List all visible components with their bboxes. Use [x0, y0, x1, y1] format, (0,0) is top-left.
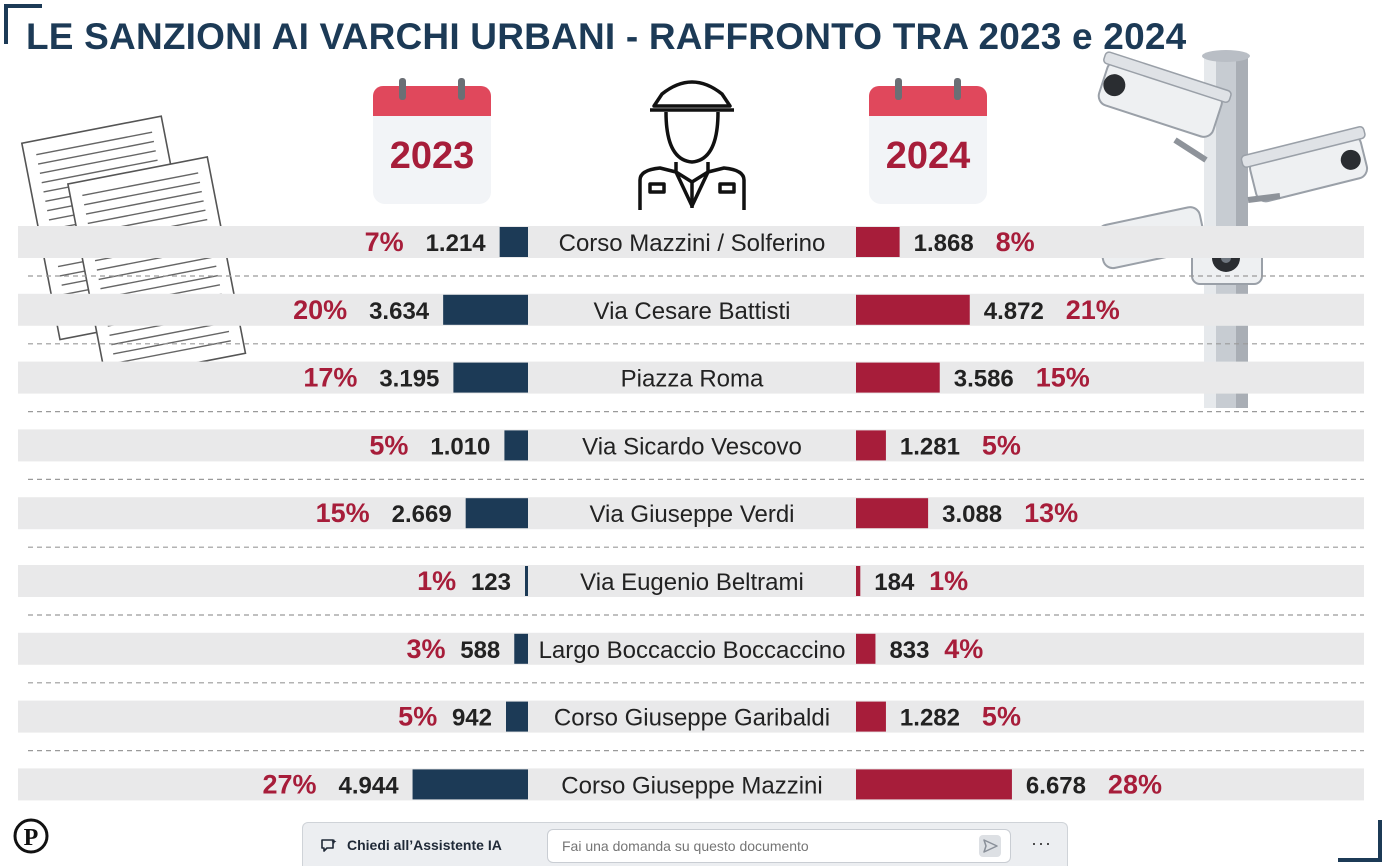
value-label-2024: 3.088	[942, 501, 1002, 528]
percent-label-2024: 21%	[1066, 295, 1120, 325]
bar-2024	[856, 294, 970, 325]
value-label-2023: 4.944	[338, 772, 399, 799]
category-label: Piazza Roma	[621, 366, 764, 393]
bar-2024	[856, 430, 886, 461]
category-label: Corso Giuseppe Garibaldi	[554, 705, 830, 732]
category-label: Via Sicardo Vescovo	[582, 433, 802, 460]
page-title: LE SANZIONI AI VARCHI URBANI - RAFFRONTO…	[26, 16, 1187, 57]
percent-label-2024: 28%	[1108, 769, 1162, 799]
bar-2023	[453, 362, 528, 393]
value-label-2024: 1.281	[900, 433, 960, 460]
ai-assistant-label[interactable]: Chiedi all’Assistente IA	[347, 837, 502, 853]
bar-2023	[412, 769, 528, 800]
row-band	[18, 226, 1364, 258]
value-label-2023: 3.634	[369, 298, 430, 325]
percent-label-2024: 13%	[1024, 498, 1078, 528]
row-band	[18, 497, 1364, 530]
row-band	[18, 361, 1364, 394]
value-label-2024: 1.868	[914, 230, 974, 257]
bar-2024	[856, 362, 940, 393]
send-icon	[983, 839, 998, 853]
percent-label-2023: 17%	[303, 363, 357, 393]
category-label: Via Giuseppe Verdi	[589, 501, 794, 528]
percent-label-2024: 15%	[1036, 363, 1090, 393]
percent-label-2023: 15%	[316, 498, 370, 528]
bar-2023	[499, 227, 528, 257]
calendar-year-2023: 2023	[390, 135, 475, 177]
value-label-2024: 833	[889, 637, 929, 664]
row-band	[18, 429, 1364, 462]
value-label-2024: 6.678	[1026, 772, 1086, 799]
value-label-2024: 1.282	[900, 705, 960, 732]
percent-label-2023: 7%	[365, 227, 404, 257]
category-label: Via Eugenio Beltrami	[580, 569, 804, 596]
bar-2024	[856, 701, 886, 732]
bar-2024	[856, 566, 861, 596]
value-label-2023: 942	[452, 705, 492, 732]
bar-2023	[525, 566, 528, 596]
bar-2023	[514, 633, 528, 664]
title-corner-bracket	[4, 4, 42, 44]
value-label-2024: 4.872	[984, 298, 1044, 325]
ai-assistant-bar: Chiedi all’Assistente IA ···	[302, 822, 1068, 866]
bar-2023	[506, 701, 528, 732]
row-band	[18, 565, 1364, 597]
value-label-2023: 123	[471, 569, 511, 596]
row-band	[18, 700, 1364, 733]
percent-label-2023: 1%	[417, 566, 456, 596]
row-band	[18, 768, 1364, 801]
row-band	[18, 293, 1364, 326]
more-options-button[interactable]: ···	[1031, 833, 1052, 853]
bar-2024	[856, 633, 876, 664]
percent-label-2024: 5%	[982, 702, 1021, 732]
value-label-2023: 588	[460, 637, 500, 664]
publisher-logo: P	[13, 818, 49, 854]
corner-bracket-bottom-right	[1338, 820, 1382, 862]
value-label-2023: 3.195	[379, 366, 439, 393]
row-band	[18, 632, 1364, 665]
percent-label-2024: 8%	[996, 227, 1035, 257]
ai-chat-icon	[321, 839, 337, 852]
value-label-2023: 2.669	[392, 501, 452, 528]
value-label-2023: 1.214	[426, 230, 487, 257]
bar-2023	[465, 498, 528, 529]
police-officer-icon	[638, 80, 746, 210]
category-label: Corso Giuseppe Mazzini	[561, 772, 822, 799]
bar-2023	[443, 294, 528, 325]
category-label: Largo Boccaccio Boccaccino	[539, 637, 846, 664]
percent-label-2024: 1%	[929, 566, 968, 596]
bar-2023	[504, 430, 528, 461]
calendar-icon-2023: 2023	[373, 78, 491, 204]
value-label-2024: 184	[874, 569, 915, 596]
calendar-icon-2024: 2024	[869, 78, 987, 204]
send-button[interactable]	[979, 835, 1001, 857]
percent-label-2023: 3%	[406, 634, 445, 664]
percent-label-2024: 4%	[944, 634, 983, 664]
percent-label-2023: 5%	[398, 702, 437, 732]
value-label-2023: 1.010	[430, 433, 490, 460]
bar-2024	[856, 769, 1012, 800]
percent-label-2023: 27%	[263, 769, 317, 799]
calendar-year-2024: 2024	[886, 135, 971, 177]
value-label-2024: 3.586	[954, 366, 1014, 393]
bar-2024	[856, 498, 929, 529]
ai-question-input[interactable]	[547, 829, 1011, 863]
percent-label-2024: 5%	[982, 430, 1021, 460]
bar-2024	[856, 227, 900, 257]
category-label: Corso Mazzini / Solferino	[559, 230, 826, 257]
percent-label-2023: 20%	[293, 295, 347, 325]
svg-text:P: P	[24, 825, 39, 851]
category-label: Via Cesare Battisti	[594, 298, 791, 325]
percent-label-2023: 5%	[369, 430, 408, 460]
